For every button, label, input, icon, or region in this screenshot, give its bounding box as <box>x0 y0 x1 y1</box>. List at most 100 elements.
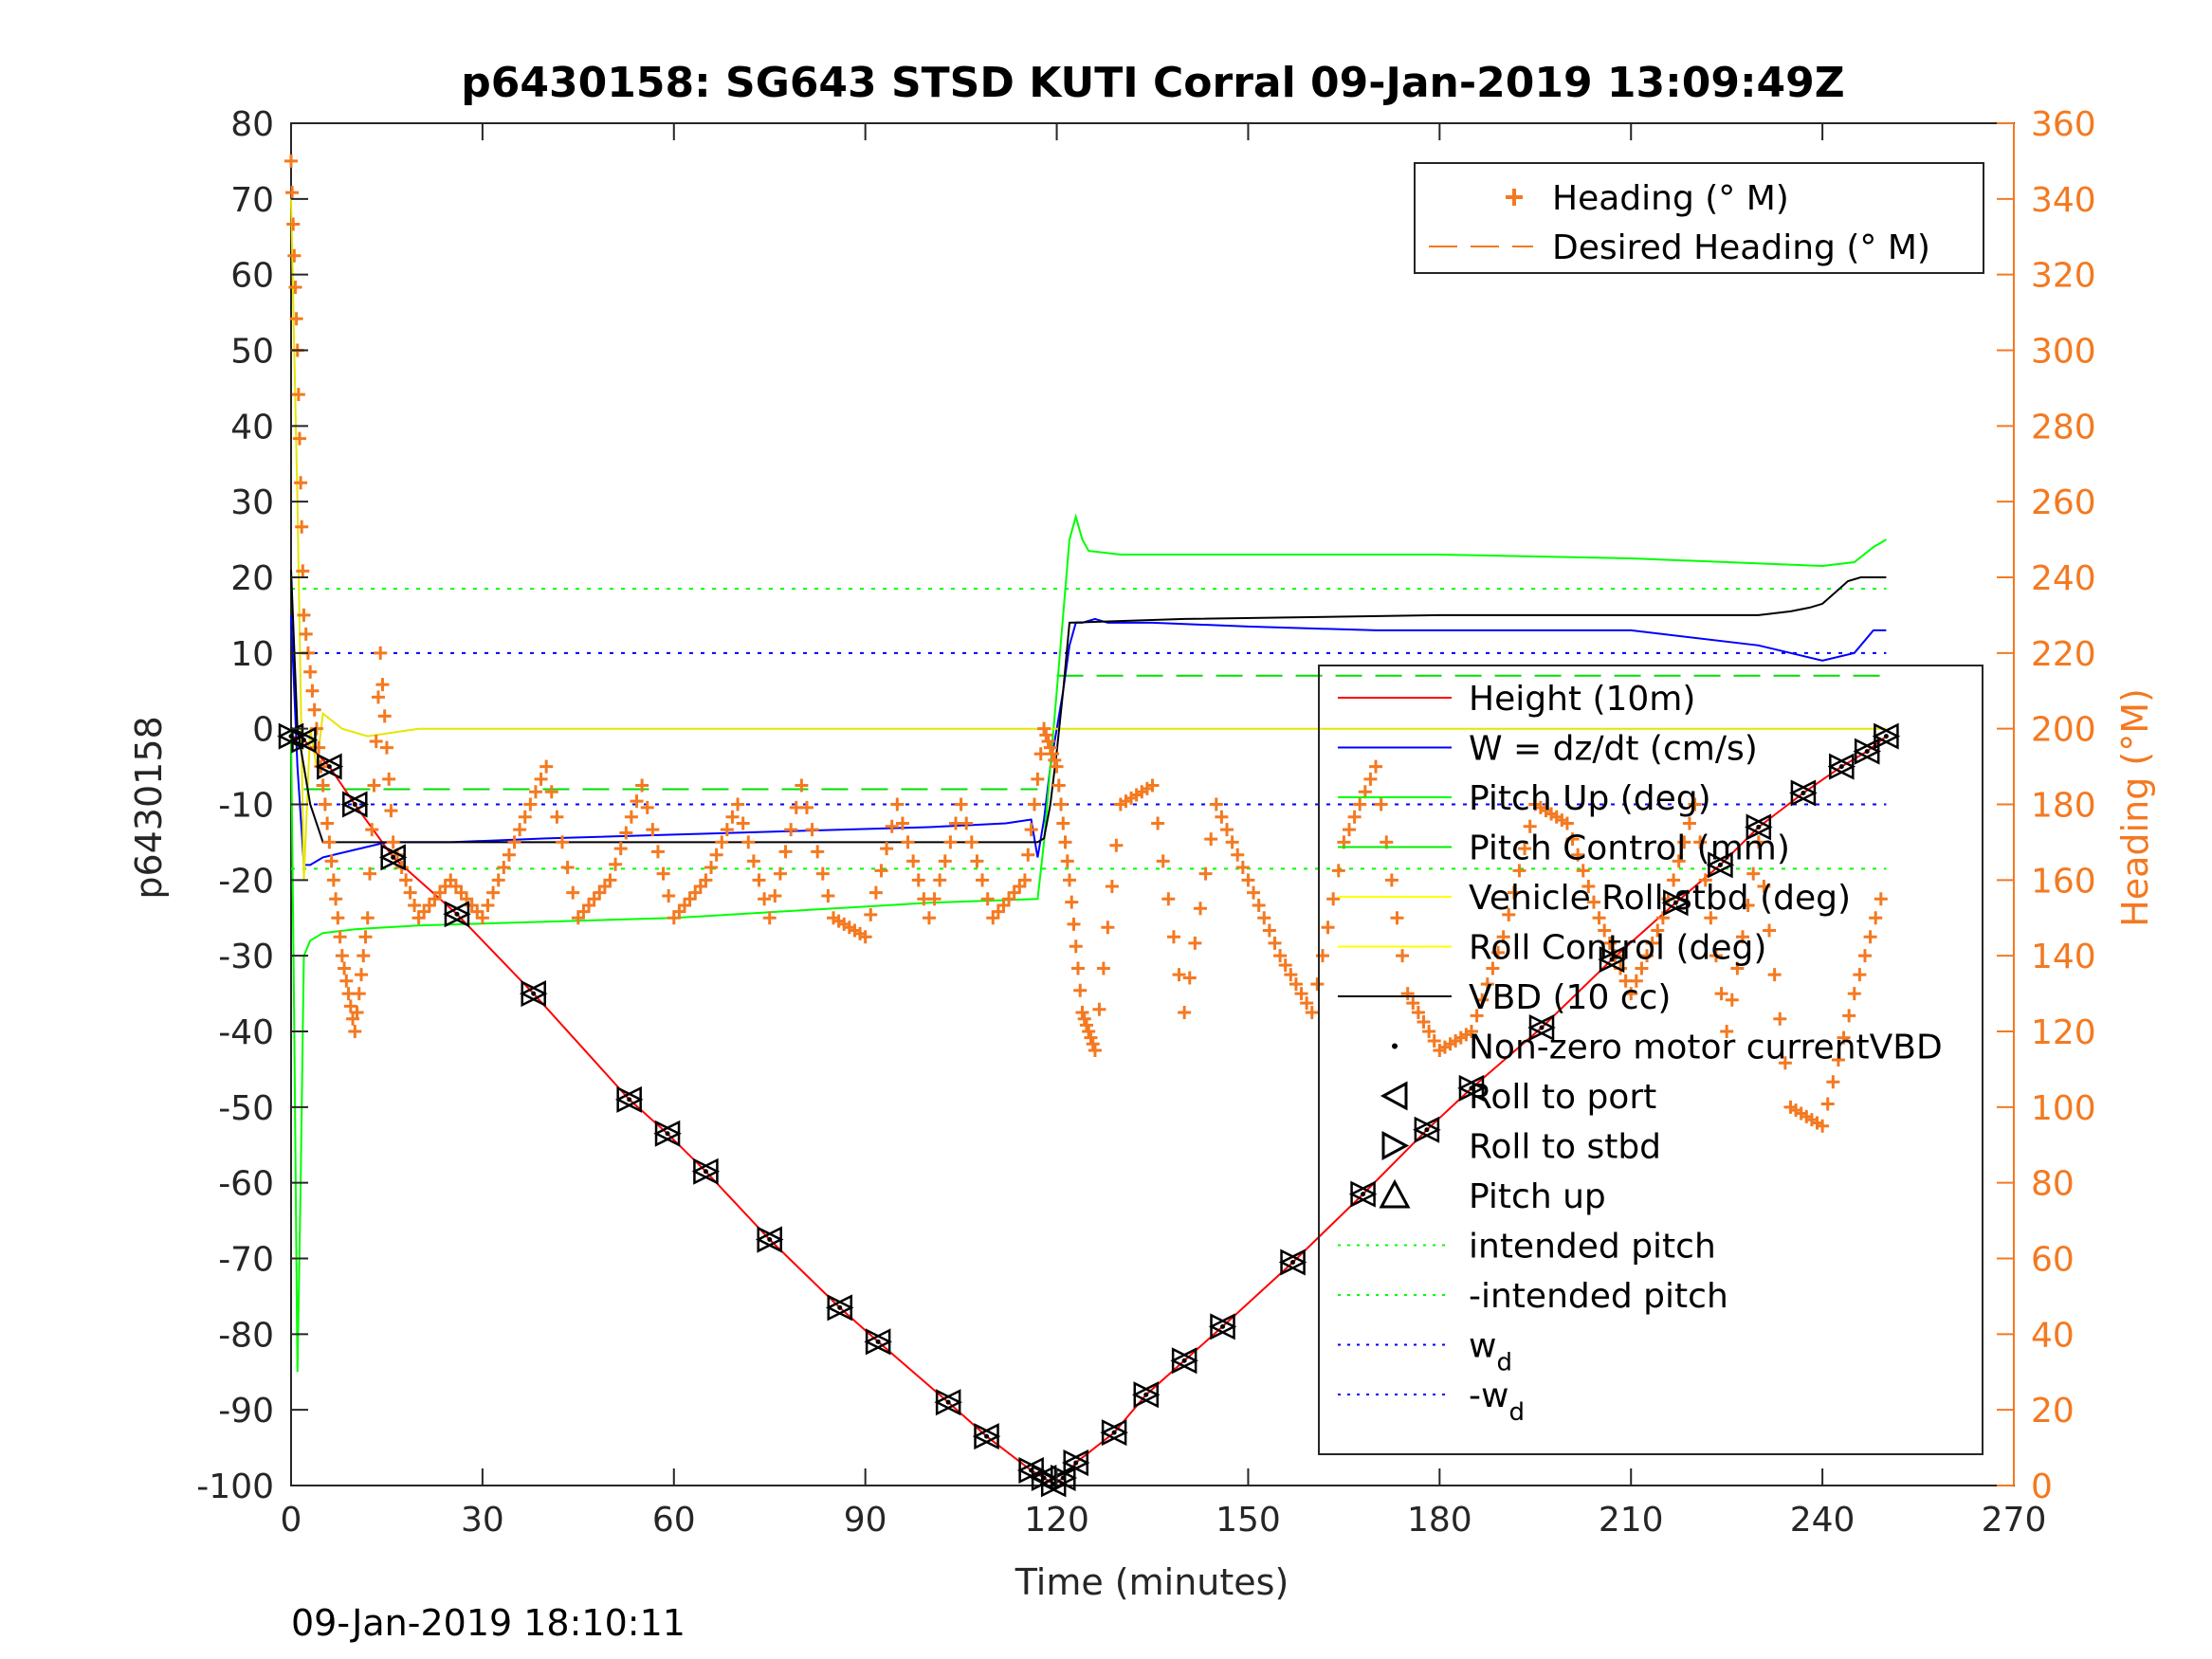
heading-point <box>1693 835 1708 849</box>
vbd-motor-dot <box>391 854 396 860</box>
heading-point <box>367 778 381 793</box>
x-tick-label: 30 <box>461 1501 504 1540</box>
y-tick-label: 10 <box>230 635 274 674</box>
heading-point <box>1816 1119 1830 1133</box>
y-tick-label: -100 <box>196 1468 274 1506</box>
heading-point <box>762 911 777 925</box>
heading-point <box>303 665 318 679</box>
x-tick-label: 150 <box>1216 1501 1281 1540</box>
heading-point <box>294 476 308 490</box>
roll-port-marker <box>934 1389 961 1416</box>
roll-port-marker <box>614 1085 642 1113</box>
y-tick-label: 30 <box>230 483 274 522</box>
heading-point <box>1028 797 1041 811</box>
vbd-motor-dot <box>301 738 306 743</box>
roll-marker <box>864 1328 892 1356</box>
roll-marker <box>1278 1249 1307 1276</box>
y2-tick-label: 100 <box>2031 1089 2096 1128</box>
heading-point <box>379 740 393 755</box>
heading-point <box>296 564 310 578</box>
heading-point <box>1778 1056 1792 1070</box>
heading-point <box>1161 892 1176 906</box>
heading-point <box>1741 898 1755 912</box>
y-axis-label: p6430158 <box>128 716 170 899</box>
heading-point <box>1725 993 1739 1007</box>
roll-marker <box>653 1120 682 1147</box>
heading-point <box>1672 854 1686 868</box>
heading-point <box>1406 996 1420 1011</box>
y-tick-label: -40 <box>218 1013 274 1052</box>
heading-point <box>481 898 495 912</box>
heading-point <box>1869 911 1883 925</box>
roll-port-marker <box>443 901 470 928</box>
legend-swatch-dot <box>1392 1043 1398 1049</box>
heading-point <box>901 835 915 849</box>
heading-point <box>609 857 623 871</box>
y2-tick-label: 40 <box>2031 1316 2075 1355</box>
heading-point <box>773 866 787 881</box>
heading-point <box>286 217 301 231</box>
heading-point <box>1215 810 1229 824</box>
heading-point <box>1629 974 1643 988</box>
roll-port-marker <box>1661 889 1689 917</box>
roll-port-marker <box>1527 1013 1555 1042</box>
heading-point <box>784 823 798 837</box>
roll-marker <box>1527 1013 1556 1042</box>
heading-point <box>408 898 422 912</box>
heading-point <box>1046 747 1060 761</box>
heading-point <box>1667 873 1681 887</box>
roll-marker <box>691 1158 721 1185</box>
roll-marker <box>1049 1464 1078 1492</box>
legend-main-label: intended pitch <box>1469 1228 1716 1267</box>
heading-point <box>646 823 660 837</box>
heading-point <box>656 866 670 881</box>
heading-point <box>1088 1043 1102 1057</box>
heading-point <box>365 823 379 837</box>
heading-point <box>980 892 995 906</box>
heading-point <box>550 810 564 824</box>
roll-port-marker <box>653 1120 681 1147</box>
heading-point <box>1602 936 1617 950</box>
heading-point <box>1073 983 1088 997</box>
heading-point <box>725 810 740 824</box>
heading-point <box>1677 835 1691 849</box>
heading-point <box>731 797 745 811</box>
heading-point <box>355 968 369 982</box>
heading-point <box>1874 892 1888 906</box>
heading-point <box>291 388 305 402</box>
legend-heading: Heading (° M) Desired Heading (° M) <box>1414 162 1984 274</box>
legend-swatch-tri-up <box>1379 1178 1411 1209</box>
heading-point <box>1331 864 1345 878</box>
heading-point <box>640 800 654 814</box>
y2-tick-label: 120 <box>2031 1013 2096 1052</box>
heading-point <box>539 759 554 774</box>
heading-point <box>318 797 332 811</box>
x-tick-label: 240 <box>1790 1501 1856 1540</box>
heading-point <box>507 835 521 849</box>
vbd-motor-dot <box>1838 764 1844 770</box>
heading-point <box>1262 923 1276 938</box>
x-axis: 0 30 60 90 120 150 180 210 240 270 <box>281 123 2046 1540</box>
roll-port-marker <box>1457 1074 1485 1102</box>
heading-point <box>1427 1033 1441 1048</box>
heading-point <box>486 885 501 900</box>
heading-point <box>736 816 750 830</box>
roll-port-marker <box>755 1226 782 1253</box>
heading-point <box>960 816 974 830</box>
vbd-motor-dot <box>1756 824 1762 830</box>
heading-point <box>491 873 505 887</box>
heading-point <box>1688 797 1702 811</box>
heading-point <box>1396 949 1410 963</box>
heading-point <box>1193 902 1207 916</box>
heading-point <box>1635 961 1649 975</box>
heading-point <box>1247 885 1261 900</box>
legend-main-label: Height (10m) <box>1469 680 1695 719</box>
heading-point <box>1178 1006 1192 1020</box>
heading-point <box>1321 921 1335 935</box>
heading-point <box>360 911 375 925</box>
heading-point <box>292 431 306 446</box>
heading-point <box>650 845 665 859</box>
heading-point <box>890 797 905 811</box>
heading-point <box>1048 753 1062 767</box>
roll-port-marker <box>972 1423 999 1450</box>
